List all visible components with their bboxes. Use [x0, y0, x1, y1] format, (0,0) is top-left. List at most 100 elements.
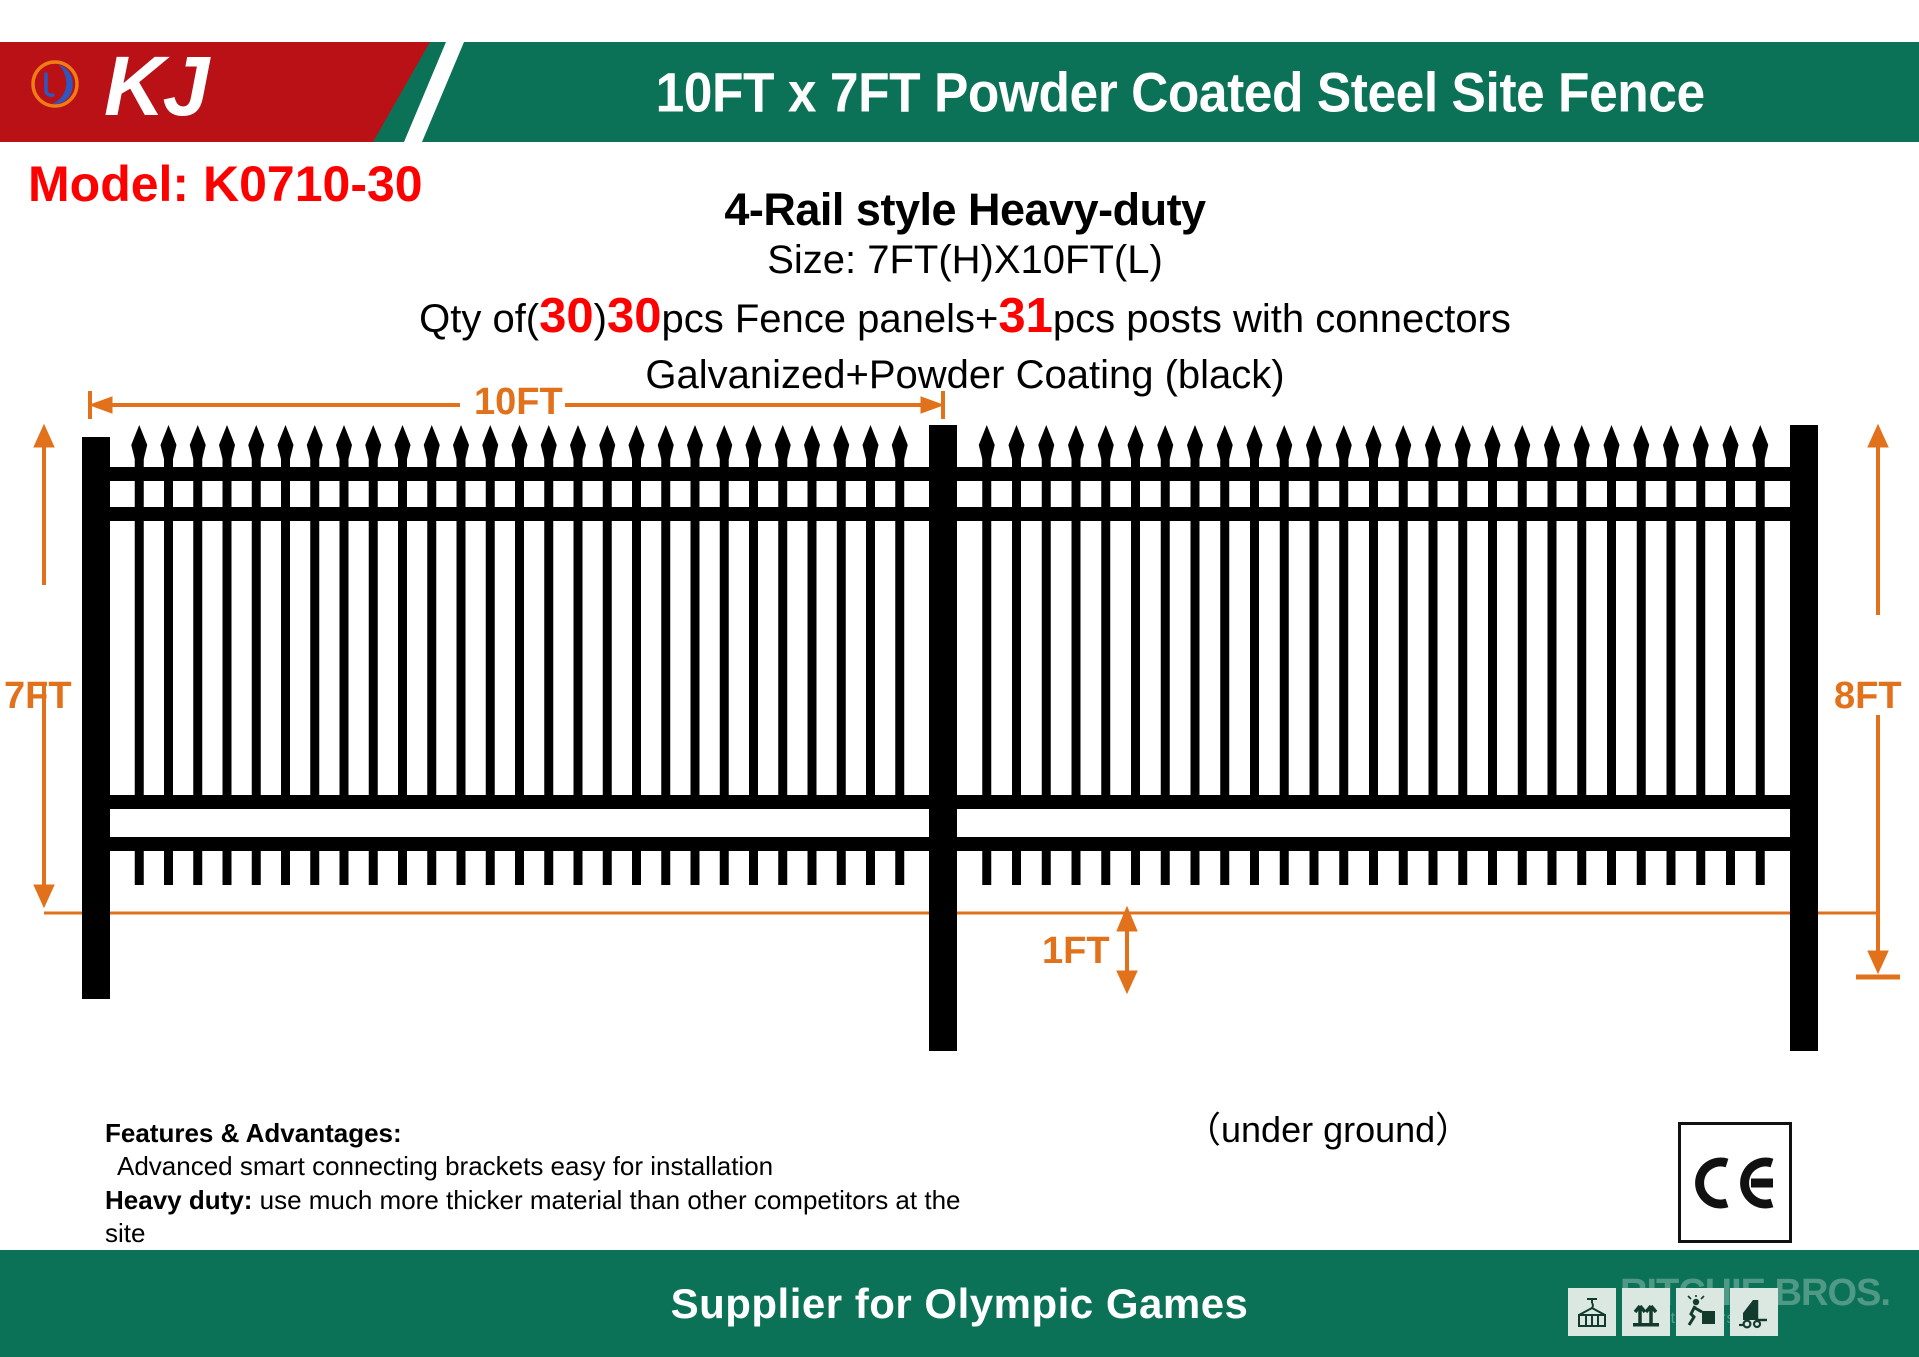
picket-finial — [978, 425, 995, 459]
panel-1-pickets — [131, 425, 908, 885]
picket-shaft — [1369, 453, 1378, 809]
picket-finial — [1097, 425, 1114, 459]
picket-finial — [628, 425, 645, 459]
rail-bottom-upper-p1 — [110, 795, 930, 809]
picket-stub — [1131, 837, 1140, 885]
no-littering-icon — [1676, 1288, 1724, 1336]
spec-size-line: Size: 7FT(H)X10FT(L) — [767, 238, 1163, 283]
rail-bottom-upper-p2 — [957, 795, 1791, 809]
picket-shaft — [1458, 453, 1468, 809]
rail-top-upper-p1 — [110, 467, 930, 481]
picket-shaft — [485, 453, 495, 809]
picket-shaft — [1309, 453, 1319, 809]
picket-finial — [482, 425, 499, 459]
picket-finial — [804, 425, 820, 459]
shipping-pictograms — [1568, 1288, 1778, 1336]
picket-finial — [570, 425, 586, 459]
fence-post-middle — [929, 425, 957, 1051]
picket-finial — [1633, 425, 1650, 459]
picket-stub — [1041, 837, 1051, 885]
dimension-underground-1ft — [1116, 905, 1138, 995]
picket-shaft — [749, 453, 758, 809]
picket-stub — [310, 837, 320, 885]
picket-stub — [164, 837, 173, 885]
picket-shaft — [1101, 453, 1111, 809]
picket-shaft — [1190, 453, 1200, 809]
picket-shaft — [1279, 453, 1289, 809]
picket-stub — [485, 837, 495, 885]
picket-shaft — [310, 453, 320, 809]
picket-stub — [1309, 837, 1319, 885]
picket-shaft — [1398, 453, 1408, 809]
picket-stub — [222, 837, 232, 885]
picket-finial — [306, 425, 323, 459]
picket-finial — [423, 425, 440, 459]
picket-finial — [453, 425, 469, 459]
fence-post-right — [1790, 425, 1818, 1051]
this-side-up-icon — [1622, 1288, 1670, 1336]
picket-stub — [398, 837, 407, 885]
picket-stub — [1250, 837, 1259, 885]
ce-mark-icon — [1678, 1122, 1792, 1243]
picket-stub — [807, 837, 817, 885]
picket-finial — [1573, 425, 1590, 459]
dim-label-8ft: 8FT — [1834, 675, 1902, 717]
picket-stub — [456, 837, 466, 885]
underground-note: （under ground） — [1185, 1109, 1472, 1150]
picket-stub — [193, 837, 203, 885]
picket-stub — [1101, 837, 1111, 885]
picket-finial — [716, 425, 733, 459]
features-block: Features & Advantages: Advanced smart co… — [105, 1117, 1005, 1250]
features-line-1: Advanced smart connecting brackets easy … — [117, 1151, 774, 1182]
picket-stub — [895, 837, 905, 885]
picket-shaft — [1131, 453, 1140, 809]
picket-stub — [1369, 837, 1378, 885]
header-red-band — [0, 42, 430, 142]
picket-shaft — [515, 453, 524, 809]
picket-stub — [281, 837, 290, 885]
dim-label-7ft: 7FT — [4, 675, 72, 717]
picket-finial — [1187, 425, 1203, 459]
picket-stub — [982, 837, 992, 885]
picket-finial — [833, 425, 850, 459]
picket-stub — [1220, 837, 1230, 885]
panel-2-pickets — [978, 425, 1769, 885]
picket-stub — [690, 837, 700, 885]
fence-structure — [82, 425, 1818, 1051]
picket-shaft — [1547, 453, 1557, 809]
picket-shaft — [1517, 453, 1527, 809]
picket-finial — [1663, 425, 1679, 459]
picket-shaft — [1696, 453, 1706, 809]
picket-stub — [1726, 837, 1735, 885]
picket-shaft — [836, 453, 846, 809]
picket-finial — [1306, 425, 1322, 459]
rail-top-upper-p2 — [957, 467, 1791, 481]
picket-stub — [1547, 837, 1557, 885]
fence-post-left — [82, 437, 110, 999]
picket-shaft — [1220, 453, 1230, 809]
picket-stub — [1398, 837, 1408, 885]
picket-finial — [219, 425, 235, 459]
picket-stub — [251, 837, 261, 885]
spec-coating-line: Galvanized+Powder Coating (black) — [645, 353, 1285, 398]
picket-stub — [632, 837, 641, 885]
features-line-2: Heavy duty: use much more thicker materi… — [105, 1184, 1005, 1251]
picket-stub — [602, 837, 612, 885]
kj-circular-emblem-icon — [28, 56, 84, 112]
picket-shaft — [1755, 453, 1765, 809]
picket-stub — [1607, 837, 1616, 885]
picket-shaft — [1607, 453, 1616, 809]
picket-finial — [1454, 425, 1471, 459]
picket-finial — [1335, 425, 1352, 459]
fragile-crate-icon — [1568, 1288, 1616, 1336]
picket-finial — [1395, 425, 1412, 459]
picket-finial — [1157, 425, 1174, 459]
picket-shaft — [602, 453, 612, 809]
picket-stub — [427, 837, 437, 885]
picket-shaft — [1488, 453, 1497, 809]
qty-posts-text: pcs posts with connectors — [1052, 297, 1511, 342]
qty-posts-number: 31 — [998, 289, 1053, 344]
picket-stub — [661, 837, 671, 885]
picket-finial — [365, 425, 382, 459]
picket-shaft — [1160, 453, 1170, 809]
